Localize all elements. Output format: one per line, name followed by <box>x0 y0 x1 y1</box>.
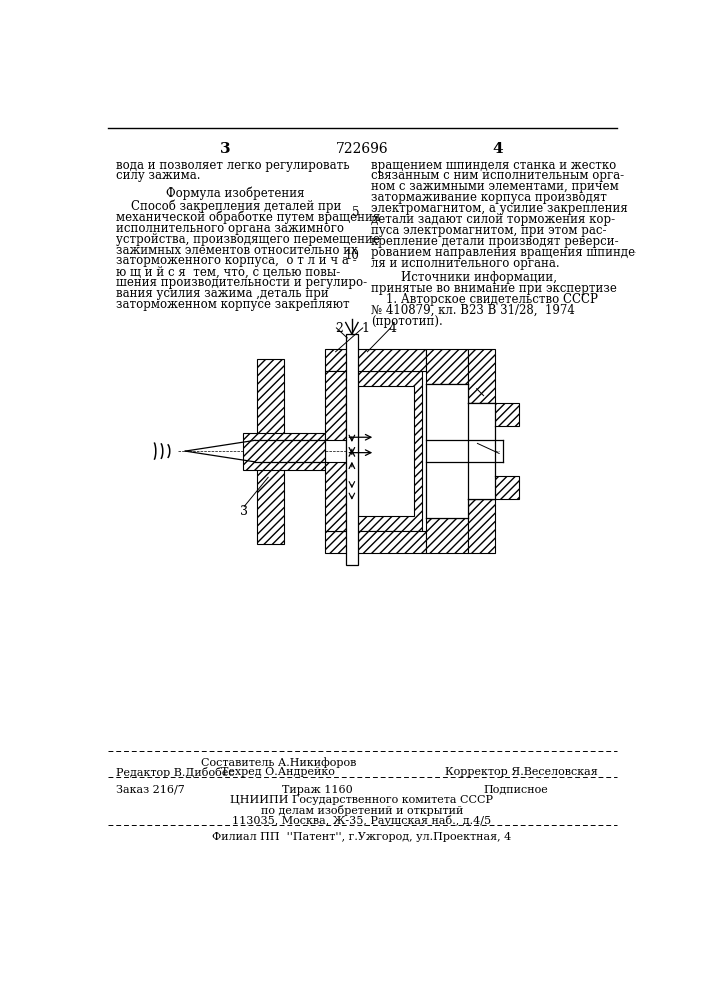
Text: затормаживание корпуса производят: затормаживание корпуса производят <box>371 191 607 204</box>
Bar <box>426 349 468 384</box>
Bar <box>325 462 346 531</box>
Text: 4: 4 <box>492 142 503 156</box>
Text: вода и позволяет легко регулировать: вода и позволяет легко регулировать <box>115 158 349 172</box>
Text: ЦНИИПИ Государственного комитета СССР: ЦНИИПИ Государственного комитета СССР <box>230 795 493 805</box>
Text: 1: 1 <box>361 322 369 335</box>
Text: 10: 10 <box>345 249 360 262</box>
Bar <box>346 371 421 531</box>
Text: 2: 2 <box>335 322 343 335</box>
Text: 5: 5 <box>352 206 360 219</box>
Text: Заказ 216/7: Заказ 216/7 <box>115 785 185 795</box>
Text: 113035, Москва, Ж-35, Раушская наб., д.4/5: 113035, Москва, Ж-35, Раушская наб., д.4… <box>233 815 491 826</box>
Text: Подписное: Подписное <box>484 785 549 795</box>
Bar <box>468 476 518 499</box>
Bar <box>346 371 426 531</box>
Text: 722696: 722696 <box>336 142 388 156</box>
Text: Источники информации,: Источники информации, <box>371 271 557 284</box>
Text: ля и исполнительного органа.: ля и исполнительного органа. <box>371 257 560 270</box>
Text: шения производительности и регулиро-: шения производительности и регулиро- <box>115 276 367 289</box>
Bar <box>346 334 358 565</box>
Text: 4: 4 <box>389 322 397 335</box>
Bar <box>257 462 284 544</box>
Bar <box>251 434 325 468</box>
Bar <box>325 349 426 371</box>
Text: ю щ и й с я  тем, что, с целью повы-: ю щ и й с я тем, что, с целью повы- <box>115 265 340 278</box>
Text: 6: 6 <box>478 440 486 453</box>
Text: вания усилия зажима ,деталь при: вания усилия зажима ,деталь при <box>115 287 328 300</box>
Text: Тираж 1160: Тираж 1160 <box>281 785 352 795</box>
Text: 1. Авторское свидетельство СССР: 1. Авторское свидетельство СССР <box>371 293 598 306</box>
Bar <box>468 403 495 499</box>
Bar <box>107 339 617 578</box>
Text: 3: 3 <box>221 142 231 156</box>
Text: (прототип).: (прототип). <box>371 315 443 328</box>
Bar <box>325 531 426 553</box>
Text: вращением шпинделя станка и жестко: вращением шпинделя станка и жестко <box>371 158 617 172</box>
Bar <box>426 518 468 553</box>
Bar <box>358 386 414 516</box>
Text: пуса электромагнитом, при этом рас-: пуса электромагнитом, при этом рас- <box>371 224 607 237</box>
Text: Составитель А.Никифоров: Составитель А.Никифоров <box>201 757 356 768</box>
Text: исполнительного органа зажимного: исполнительного органа зажимного <box>115 222 344 235</box>
Text: Редактор В.Дибобес: Редактор В.Дибобес <box>115 767 234 778</box>
Text: электромагнитом, а усилие закрепления: электромагнитом, а усилие закрепления <box>371 202 628 215</box>
Bar <box>257 359 284 440</box>
Text: зажимных элементов относительно их: зажимных элементов относительно их <box>115 244 357 257</box>
Text: Способ закрепления деталей при: Способ закрепления деталей при <box>115 200 341 213</box>
Text: устройства, производящего перемещение: устройства, производящего перемещение <box>115 233 380 246</box>
Text: связанным с ним исполнительным орга-: связанным с ним исполнительным орга- <box>371 169 624 182</box>
Text: Филиал ПП  ''Патент'', г.Ужгород, ул.Проектная, 4: Филиал ПП ''Патент'', г.Ужгород, ул.Прое… <box>212 832 512 842</box>
Bar <box>426 384 468 518</box>
Bar <box>325 371 346 440</box>
Text: рованием направления вращения шпинде-: рованием направления вращения шпинде- <box>371 246 639 259</box>
Text: Корректор Я.Веселовская: Корректор Я.Веселовская <box>445 767 597 777</box>
Text: крепление детали производят реверси-: крепление детали производят реверси- <box>371 235 619 248</box>
Text: механической обработке путем вращения: механической обработке путем вращения <box>115 211 380 224</box>
Text: детали задают силой торможения кор-: детали задают силой торможения кор- <box>371 213 615 226</box>
Bar <box>468 403 518 426</box>
Text: 5: 5 <box>477 382 485 395</box>
Text: по делам изобретений и открытий: по делам изобретений и открытий <box>261 805 463 816</box>
Text: заторможенного корпуса,  о т л и ч а -: заторможенного корпуса, о т л и ч а - <box>115 254 356 267</box>
Text: ном с зажимными элементами, причем: ном с зажимными элементами, причем <box>371 180 619 193</box>
Text: Техред О.Андрейко: Техред О.Андрейко <box>221 767 335 777</box>
Text: силу зажима.: силу зажима. <box>115 169 200 182</box>
Text: заторможенном корпусе закрепляют: заторможенном корпусе закрепляют <box>115 298 349 311</box>
Bar <box>243 433 325 470</box>
Text: 3: 3 <box>240 505 248 518</box>
Text: Формула изобретения: Формула изобретения <box>166 187 305 200</box>
Text: № 410879, кл. В23 В 31/28,  1974: № 410879, кл. В23 В 31/28, 1974 <box>371 304 575 317</box>
Bar <box>468 349 495 403</box>
Text: принятые во внимание при экспертизе: принятые во внимание при экспертизе <box>371 282 617 295</box>
Bar <box>468 499 495 553</box>
